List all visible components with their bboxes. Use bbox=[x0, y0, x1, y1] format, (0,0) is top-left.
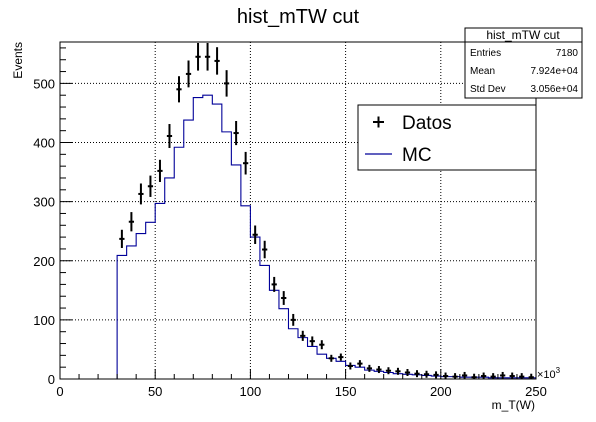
x-tick-label: 100 bbox=[240, 384, 262, 399]
data-point bbox=[195, 42, 201, 71]
data-point bbox=[214, 47, 220, 75]
data-point bbox=[481, 372, 487, 379]
y-axis-label: Events bbox=[11, 42, 25, 79]
data-point bbox=[471, 373, 477, 379]
y-tick-label: 200 bbox=[33, 254, 55, 269]
x-tick-label: 150 bbox=[335, 384, 357, 399]
stats-label-entries: Entries bbox=[470, 48, 501, 59]
data-point bbox=[243, 151, 249, 175]
stats-box-frame bbox=[464, 27, 583, 99]
data-point bbox=[204, 42, 211, 71]
plot-frame bbox=[59, 41, 537, 380]
data-point bbox=[252, 225, 258, 244]
chart-title: hist_mTW cut bbox=[237, 6, 360, 28]
x-tick-label: 200 bbox=[430, 384, 452, 399]
data-point bbox=[262, 240, 268, 259]
stats-value-stddev: 3.056e+04 bbox=[530, 84, 578, 95]
data-point bbox=[138, 183, 144, 205]
stats-value-entries: 7180 bbox=[556, 48, 579, 59]
data-point bbox=[423, 370, 430, 378]
data-point bbox=[395, 367, 401, 375]
data-point bbox=[319, 340, 325, 350]
data-point bbox=[357, 360, 363, 368]
data-point bbox=[157, 159, 163, 182]
axes: 0 50 100 150 200 250 0 100 200 300 400 500 bbox=[33, 47, 547, 399]
legend-frame bbox=[357, 104, 537, 171]
data-point bbox=[347, 362, 353, 370]
data-point bbox=[452, 373, 458, 379]
data-point bbox=[309, 336, 315, 346]
stats-value-mean: 7.924e+04 bbox=[530, 66, 578, 77]
x-axis-label: m_T(W) bbox=[492, 398, 535, 412]
data-point bbox=[414, 370, 420, 378]
x-tick-label: 0 bbox=[56, 384, 63, 399]
y-tick-label: 0 bbox=[48, 372, 55, 387]
data-series bbox=[119, 42, 534, 379]
data-point bbox=[119, 229, 125, 248]
legend-label-mc: MC bbox=[402, 145, 432, 166]
legend-label-datos: Datos bbox=[402, 113, 452, 134]
data-point bbox=[433, 371, 439, 379]
y-tick-label: 100 bbox=[33, 313, 55, 328]
legend: Datos MC bbox=[357, 104, 537, 171]
data-point bbox=[509, 372, 515, 379]
data-point bbox=[290, 313, 296, 326]
data-point bbox=[376, 366, 382, 374]
data-point bbox=[281, 291, 287, 305]
stats-title: hist_mTW cut bbox=[486, 28, 560, 42]
x-tick-label: 50 bbox=[148, 384, 162, 399]
y-tick-label: 500 bbox=[33, 76, 55, 91]
data-point bbox=[147, 175, 154, 197]
data-point bbox=[490, 373, 496, 379]
data-point bbox=[500, 371, 506, 379]
stats-box: hist_mTW cut Entries 7180 Mean 7.924e+04… bbox=[464, 27, 583, 99]
stats-label-mean: Mean bbox=[470, 66, 495, 77]
data-point bbox=[128, 212, 135, 232]
data-point bbox=[300, 330, 306, 341]
stats-label-stddev: Std Dev bbox=[470, 84, 506, 95]
y-tick-label: 300 bbox=[33, 195, 55, 210]
data-point bbox=[366, 364, 373, 372]
x-multiplier-base: ×10 bbox=[537, 369, 556, 381]
y-tick-label: 400 bbox=[33, 136, 55, 151]
data-point bbox=[271, 276, 277, 292]
x-multiplier-exponent: 3 bbox=[556, 366, 561, 375]
data-point bbox=[461, 371, 468, 379]
data-point bbox=[176, 76, 182, 103]
data-point bbox=[328, 354, 334, 362]
x-multiplier: ×103 bbox=[537, 366, 561, 381]
x-tick-label: 250 bbox=[525, 384, 547, 399]
data-point bbox=[519, 373, 525, 379]
data-point bbox=[338, 353, 344, 361]
legend-marker-datos bbox=[373, 116, 384, 128]
data-point bbox=[233, 120, 239, 146]
data-point bbox=[528, 373, 534, 379]
data-point bbox=[385, 367, 392, 375]
data-point bbox=[404, 368, 411, 376]
data-point bbox=[442, 372, 449, 379]
data-point bbox=[185, 60, 192, 88]
data-point bbox=[223, 70, 230, 97]
data-point bbox=[166, 124, 173, 148]
